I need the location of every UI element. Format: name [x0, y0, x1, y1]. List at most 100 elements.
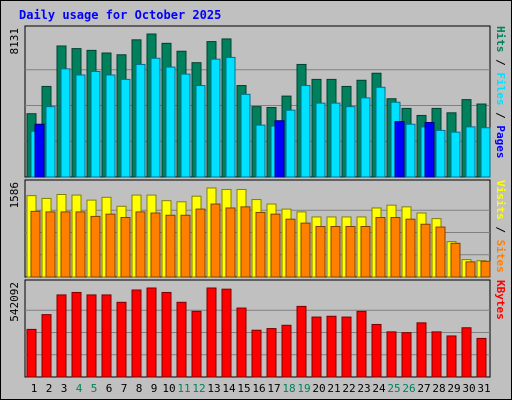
bar-hits-files-18: [285, 109, 296, 178]
bar-kbytes-kbytes-3: [56, 294, 67, 378]
x-tick-label-day-31: 31: [477, 382, 490, 395]
bar-hits-pages-27: [424, 121, 435, 178]
bar-visits-sites-12: [195, 208, 206, 278]
bar-kbytes-kbytes-20: [311, 316, 322, 378]
bar-visits-sites-15: [240, 206, 251, 278]
bar-visits-sites-22: [345, 225, 356, 278]
bar-kbytes-kbytes-31: [476, 337, 487, 378]
bar-kbytes-kbytes-28: [431, 331, 442, 378]
x-tick-label-day-8: 8: [136, 382, 143, 395]
bar-hits-files-28: [435, 129, 446, 178]
bar-kbytes-kbytes-13: [206, 287, 217, 378]
x-tick-label-day-25: 25: [387, 382, 400, 395]
bar-visits-sites-30: [465, 261, 476, 278]
legend-separator: /: [494, 220, 507, 240]
x-tick-label-day-5: 5: [91, 382, 98, 395]
panel-visits-legend: Visits / Sites: [494, 180, 507, 273]
legend-kbytes: KBytes: [494, 280, 507, 320]
x-tick-label-day-15: 15: [237, 382, 250, 395]
bar-hits-pages-1: [34, 123, 45, 178]
bar-hits-files-31: [480, 127, 491, 178]
bar-kbytes-kbytes-4: [71, 291, 82, 378]
bar-hits-files-7: [120, 78, 131, 178]
bar-hits-files-15: [240, 93, 251, 178]
bar-hits-files-30: [465, 126, 476, 178]
x-tick-label-day-17: 17: [267, 382, 280, 395]
x-tick-label-day-29: 29: [447, 382, 460, 395]
bar-visits-sites-13: [210, 203, 221, 278]
bar-kbytes-kbytes-24: [371, 323, 382, 378]
bar-kbytes-kbytes-14: [221, 288, 232, 378]
bar-visits-sites-18: [285, 218, 296, 278]
bar-hits-files-12: [195, 85, 206, 178]
bar-hits-files-14: [225, 56, 236, 178]
bar-visits-sites-2: [45, 211, 56, 278]
bar-kbytes-kbytes-11: [176, 301, 187, 378]
x-tick-label-day-28: 28: [432, 382, 445, 395]
bar-visits-sites-14: [225, 207, 236, 278]
bar-visits-sites-23: [360, 225, 371, 278]
x-tick-label-day-16: 16: [252, 382, 265, 395]
x-tick-label-day-12: 12: [192, 382, 205, 395]
panel-hits-legend: Hits / Files / Pages: [494, 26, 507, 159]
x-tick-label-day-20: 20: [312, 382, 325, 395]
bar-visits-sites-19: [300, 222, 311, 278]
panel-hits-max-label: 8131: [8, 28, 21, 55]
legend-pages: Pages: [494, 125, 507, 158]
bar-kbytes-kbytes-21: [326, 315, 337, 378]
x-tick-label-day-2: 2: [46, 382, 53, 395]
legend-separator: /: [494, 106, 507, 126]
bar-visits-sites-16: [255, 211, 266, 278]
chart-title: Daily usage for October 2025: [19, 8, 221, 22]
bar-hits-files-20: [315, 102, 326, 178]
x-tick-label-day-14: 14: [222, 382, 236, 395]
bar-visits-sites-8: [135, 211, 146, 278]
bar-kbytes-kbytes-17: [266, 328, 277, 378]
bar-visits-sites-4: [75, 211, 86, 278]
bar-visits-sites-28: [435, 226, 446, 278]
bar-hits-files-13: [210, 58, 221, 178]
bar-hits-files-22: [345, 106, 356, 178]
bar-visits-sites-11: [180, 214, 191, 278]
x-tick-label-day-4: 4: [76, 382, 83, 395]
x-tick-label-day-7: 7: [121, 382, 128, 395]
bar-kbytes-kbytes-16: [251, 329, 262, 378]
bar-kbytes-kbytes-27: [416, 322, 427, 378]
bar-kbytes-kbytes-6: [101, 294, 112, 378]
bar-visits-sites-21: [330, 225, 341, 278]
x-tick-label-day-1: 1: [31, 382, 38, 395]
x-tick-label-day-26: 26: [402, 382, 415, 395]
bar-hits-files-6: [105, 74, 116, 178]
bar-visits-sites-9: [150, 212, 161, 278]
bar-visits-sites-10: [165, 214, 176, 278]
bar-visits-sites-26: [405, 218, 416, 278]
bar-hits-files-2: [45, 106, 56, 178]
panel-kbytes-max-label: 542092: [8, 282, 21, 322]
legend-sites: Sites: [494, 240, 507, 273]
bar-visits-sites-3: [60, 211, 71, 278]
panel-kbytes-legend: KBytes: [494, 280, 507, 320]
bar-hits-files-19: [300, 85, 311, 178]
x-tick-label-day-10: 10: [162, 382, 175, 395]
bar-visits-sites-7: [120, 217, 131, 278]
bar-visits-sites-25: [390, 217, 401, 278]
bar-hits-files-5: [90, 70, 101, 178]
bar-hits-files-8: [135, 63, 146, 178]
bar-kbytes-kbytes-18: [281, 324, 292, 378]
legend-separator: /: [494, 53, 507, 73]
bar-hits-files-26: [405, 123, 416, 178]
bar-visits-sites-29: [450, 242, 461, 278]
bar-hits-files-9: [150, 57, 161, 178]
bar-kbytes-kbytes-29: [446, 335, 457, 378]
x-tick-label-day-11: 11: [177, 382, 190, 395]
bar-visits-sites-1: [30, 210, 41, 278]
bar-kbytes-kbytes-30: [461, 327, 472, 378]
bar-kbytes-kbytes-8: [131, 289, 142, 378]
x-tick-label-day-23: 23: [357, 382, 370, 395]
bar-kbytes-kbytes-15: [236, 307, 247, 378]
bar-kbytes-kbytes-9: [146, 287, 157, 378]
legend-hits: Hits: [494, 26, 507, 53]
bar-hits-files-21: [330, 102, 341, 178]
panel-kbytes: 542092 KBytes: [8, 279, 507, 378]
